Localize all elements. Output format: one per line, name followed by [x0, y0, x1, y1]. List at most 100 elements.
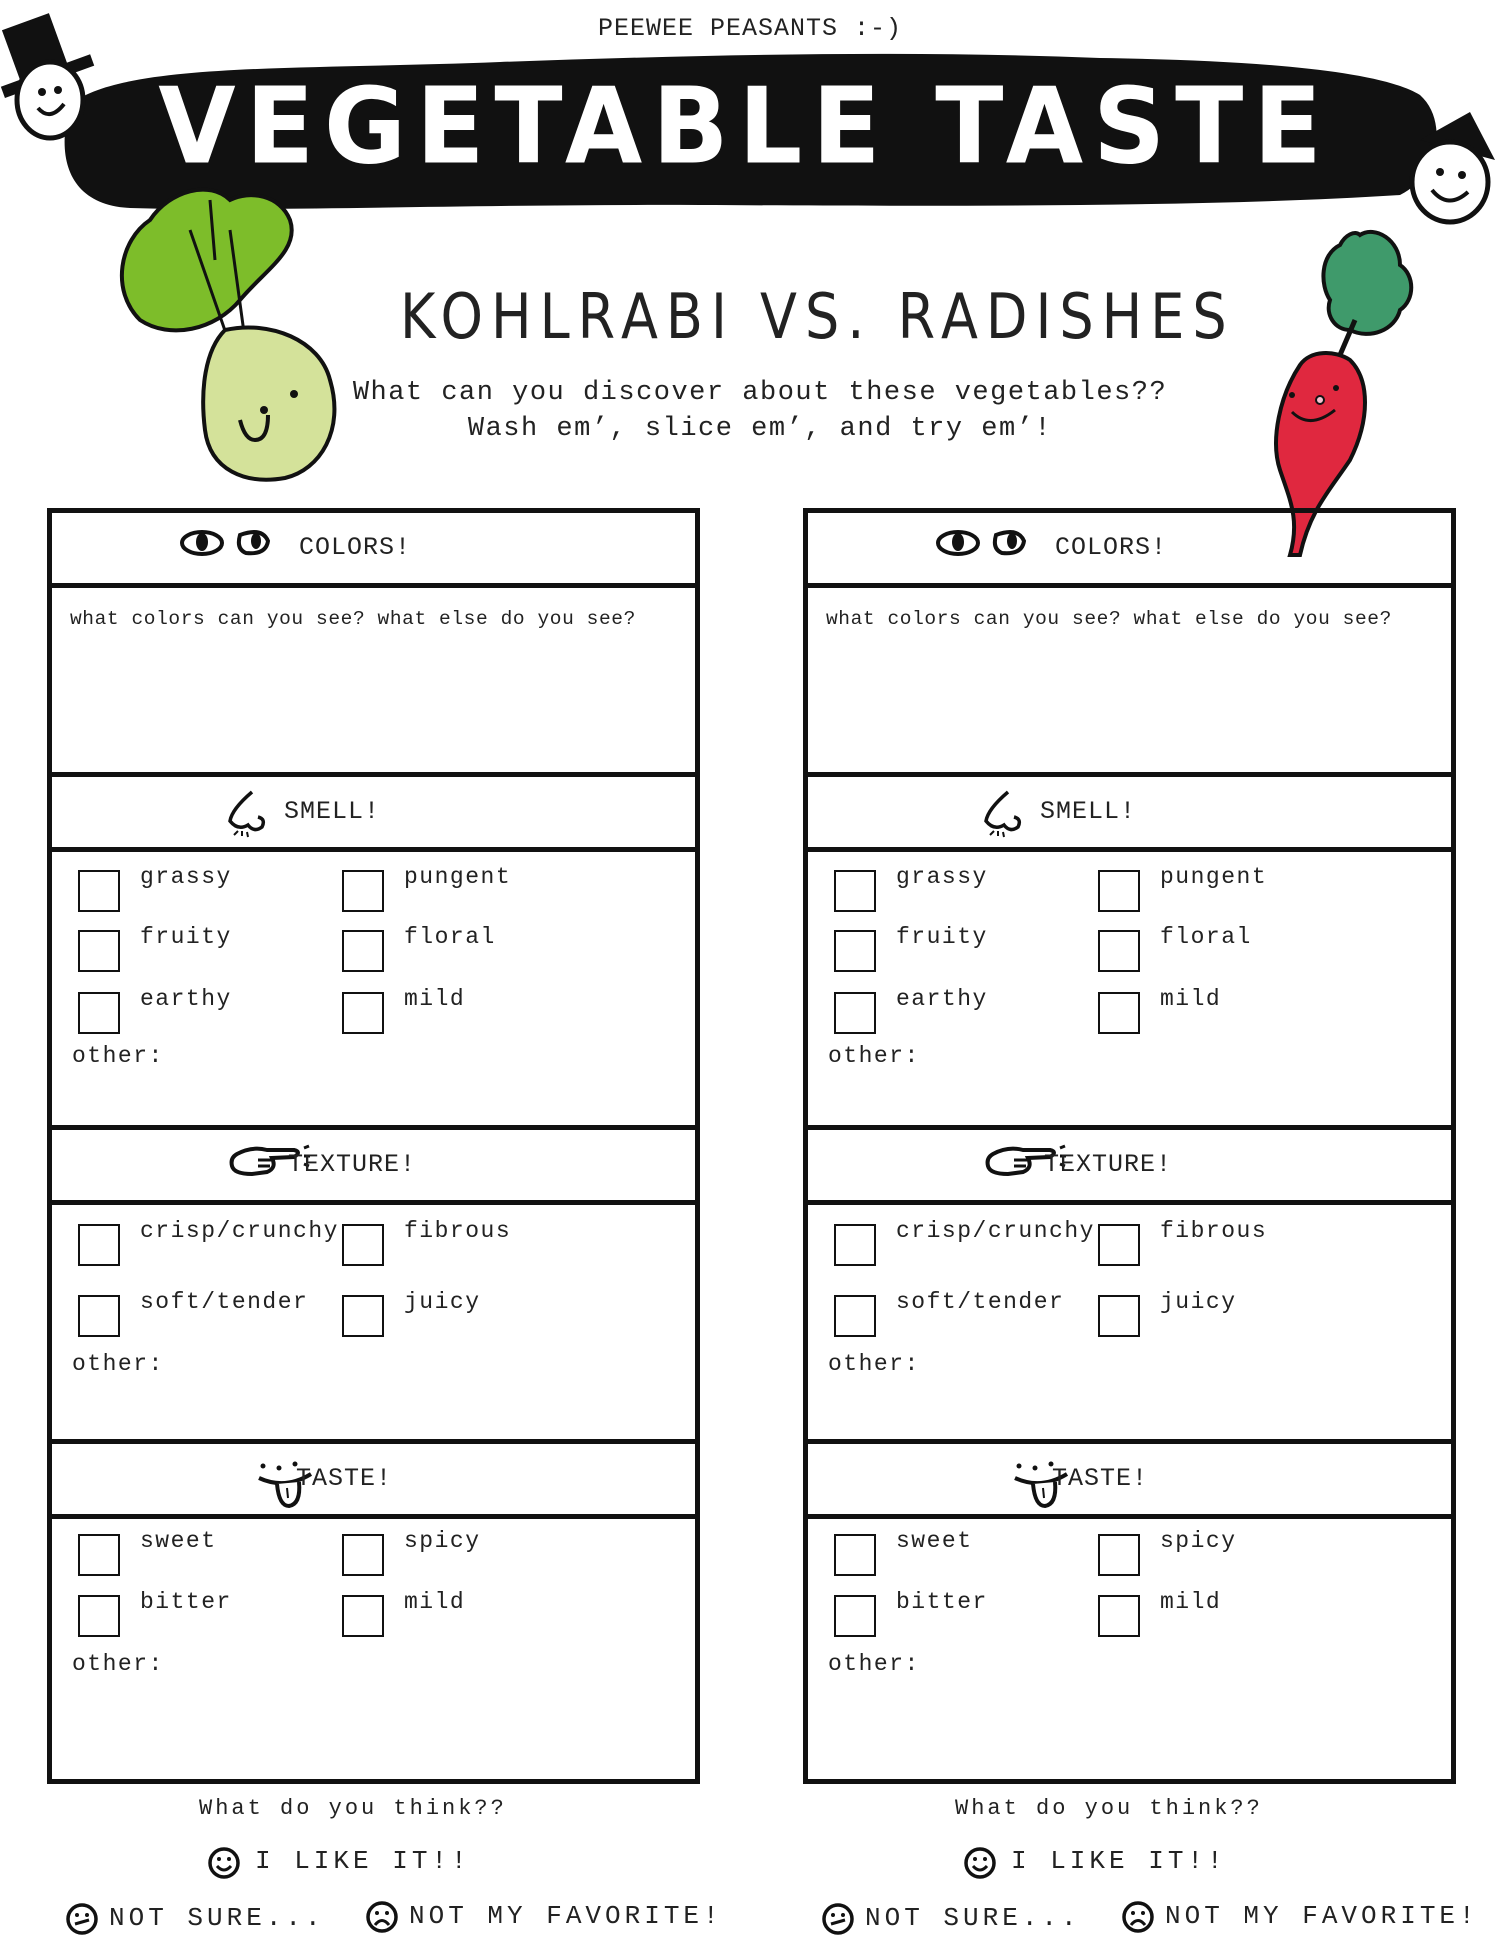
- option-checkbox[interactable]: [342, 1295, 384, 1337]
- other-input[interactable]: [182, 1351, 662, 1383]
- option-checkbox[interactable]: [1098, 1295, 1140, 1337]
- option-checkbox[interactable]: [834, 870, 876, 912]
- option-label: fruity: [140, 924, 232, 950]
- option-checkbox[interactable]: [78, 1534, 120, 1576]
- option-checkbox[interactable]: [78, 1595, 120, 1637]
- option-checkbox[interactable]: [834, 992, 876, 1034]
- verdict-like-label: I LIKE IT!!: [255, 1846, 471, 1876]
- option-checkbox[interactable]: [834, 1534, 876, 1576]
- option-label: sweet: [140, 1528, 217, 1554]
- section-title-colors: COLORS!: [1055, 533, 1168, 562]
- pointing-hand-icon: [222, 1142, 312, 1187]
- nose-icon: [222, 789, 272, 844]
- other-input[interactable]: [182, 1043, 662, 1075]
- other-label: other:: [72, 1043, 164, 1069]
- option-checkbox[interactable]: [342, 1534, 384, 1576]
- option-label: bitter: [896, 1589, 988, 1615]
- option-checkbox[interactable]: [78, 930, 120, 972]
- worksheet-panel: COLORS! SMELL! TEXTURE! TASTE! what colors c…: [47, 508, 700, 1784]
- banner-blob: [64, 53, 1437, 210]
- option-checkbox[interactable]: [78, 992, 120, 1034]
- left-mascot-icon: [0, 13, 95, 141]
- colors-prompt: what colors can you see? what else do yo…: [70, 608, 636, 630]
- section-divider: [52, 583, 695, 588]
- nose-icon: [978, 789, 1028, 844]
- option-checkbox[interactable]: [78, 1224, 120, 1266]
- option-label: spicy: [1160, 1528, 1237, 1554]
- option-checkbox[interactable]: [78, 1295, 120, 1337]
- eyes-icon: [180, 525, 275, 566]
- option-label: earthy: [140, 986, 232, 1012]
- right-mascot-icon: [1409, 112, 1495, 225]
- option-label: crisp/crunchy: [896, 1218, 1095, 1244]
- option-label: fibrous: [1160, 1218, 1268, 1244]
- other-label: other:: [828, 1651, 920, 1677]
- worksheet-panel: COLORS! SMELL! TEXTURE! TASTE! what colors c…: [803, 508, 1456, 1784]
- option-label: floral: [404, 924, 496, 950]
- section-divider: [52, 847, 695, 852]
- colors-answer-area[interactable]: [62, 633, 682, 763]
- section-title-smell: SMELL!: [1040, 797, 1137, 826]
- option-label: sweet: [896, 1528, 973, 1554]
- option-label: mild: [1160, 1589, 1222, 1615]
- colors-answer-area[interactable]: [818, 633, 1438, 763]
- section-divider: [52, 1514, 695, 1519]
- other-input[interactable]: [938, 1651, 1418, 1683]
- option-label: pungent: [404, 864, 512, 890]
- other-input[interactable]: [938, 1351, 1418, 1383]
- section-divider: [808, 772, 1451, 777]
- option-label: spicy: [404, 1528, 481, 1554]
- section-divider: [808, 1125, 1451, 1130]
- option-checkbox[interactable]: [78, 870, 120, 912]
- verdict-unsure-label: NOT SURE...: [865, 1903, 1081, 1933]
- other-label: other:: [72, 1651, 164, 1677]
- unsure-face-icon: [821, 1902, 855, 1941]
- sad-face-icon: [1121, 1900, 1155, 1939]
- section-title-taste: TASTE!: [296, 1464, 393, 1493]
- happy-face-icon: [963, 1846, 997, 1885]
- section-divider: [52, 1200, 695, 1205]
- section-divider: [808, 583, 1451, 588]
- option-checkbox[interactable]: [834, 1224, 876, 1266]
- option-checkbox[interactable]: [1098, 930, 1140, 972]
- option-checkbox[interactable]: [1098, 1595, 1140, 1637]
- option-checkbox[interactable]: [1098, 1224, 1140, 1266]
- other-input[interactable]: [182, 1651, 662, 1683]
- unsure-face-icon: [65, 1902, 99, 1941]
- section-title-colors: COLORS!: [299, 533, 412, 562]
- option-label: soft/tender: [896, 1289, 1065, 1315]
- page-title: VEGETABLE TASTE TEST!!: [158, 65, 1332, 314]
- option-checkbox[interactable]: [1098, 870, 1140, 912]
- happy-face-icon: [207, 1846, 241, 1885]
- option-label: mild: [404, 1589, 466, 1615]
- section-divider: [808, 847, 1451, 852]
- section-divider: [52, 1125, 695, 1130]
- colors-prompt: what colors can you see? what else do yo…: [826, 608, 1392, 630]
- verdict-question: What do you think??: [955, 1796, 1263, 1821]
- other-label: other:: [72, 1351, 164, 1377]
- other-label: other:: [828, 1351, 920, 1377]
- verdict-dislike-label: NOT MY FAVORITE!: [409, 1901, 723, 1931]
- radish-illustration: [1274, 229, 1414, 557]
- option-checkbox[interactable]: [342, 1595, 384, 1637]
- option-label: floral: [1160, 924, 1252, 950]
- other-input[interactable]: [938, 1043, 1418, 1075]
- section-divider: [808, 1514, 1451, 1519]
- option-label: mild: [1160, 986, 1222, 1012]
- option-label: bitter: [140, 1589, 232, 1615]
- tongue-face-icon: [257, 1456, 317, 1516]
- option-checkbox[interactable]: [834, 930, 876, 972]
- option-checkbox[interactable]: [1098, 1534, 1140, 1576]
- option-label: pungent: [1160, 864, 1268, 890]
- eyes-icon: [936, 525, 1031, 566]
- option-checkbox[interactable]: [342, 992, 384, 1034]
- pointing-hand-icon: [978, 1142, 1068, 1187]
- option-checkbox[interactable]: [1098, 992, 1140, 1034]
- option-checkbox[interactable]: [342, 870, 384, 912]
- option-checkbox[interactable]: [834, 1595, 876, 1637]
- option-label: soft/tender: [140, 1289, 309, 1315]
- option-checkbox[interactable]: [342, 930, 384, 972]
- option-checkbox[interactable]: [342, 1224, 384, 1266]
- option-checkbox[interactable]: [834, 1295, 876, 1337]
- brand-name: PEEWEE PEASANTS :-): [597, 14, 903, 43]
